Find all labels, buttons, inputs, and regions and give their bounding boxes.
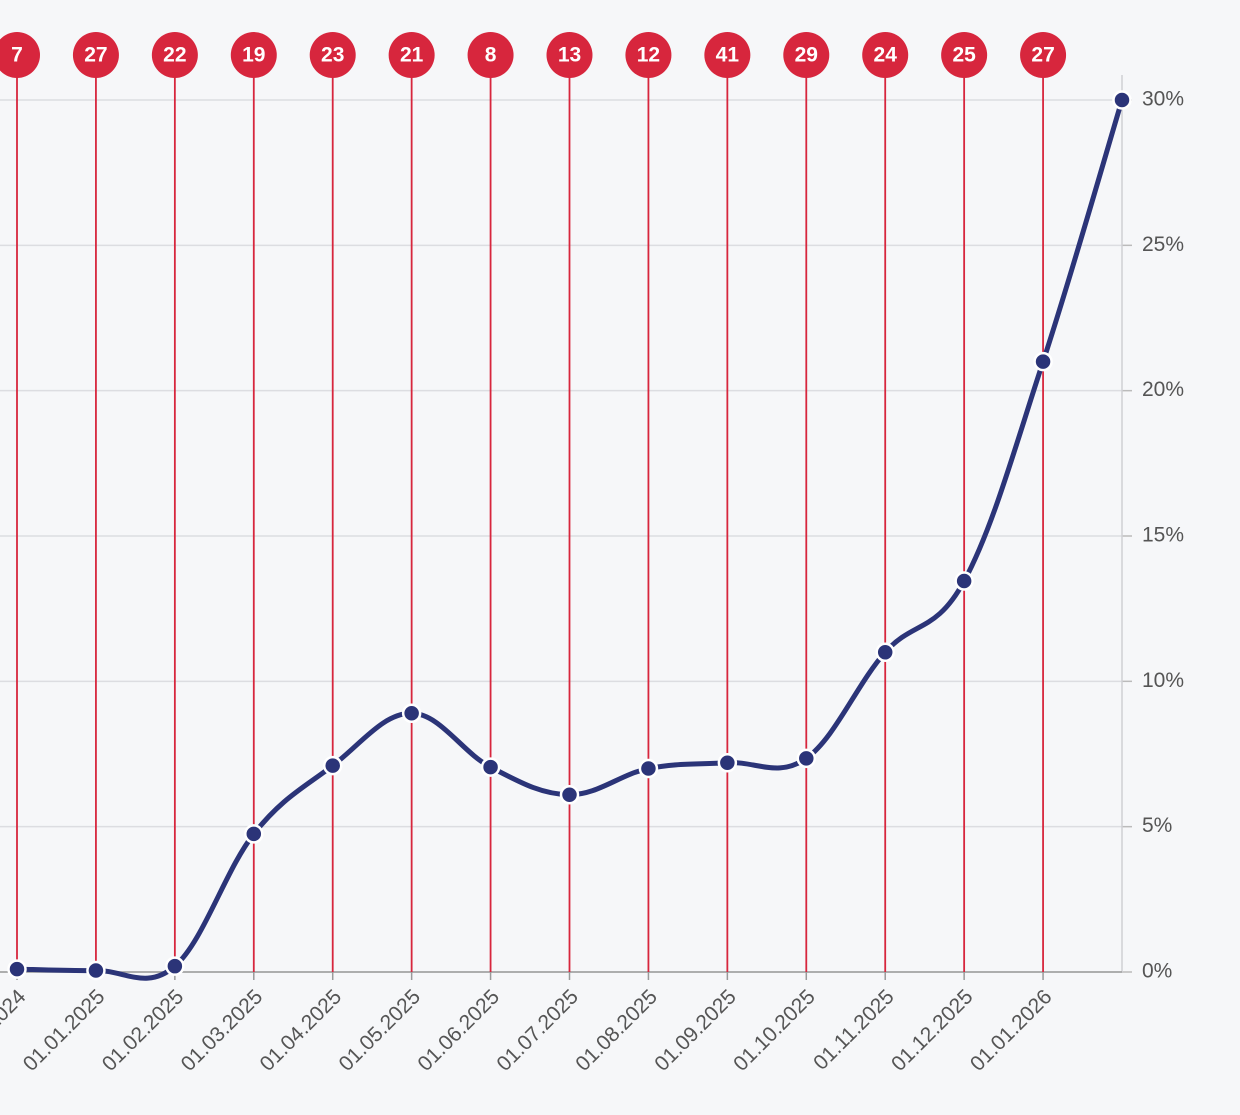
- x-tick-label: 01.06.2025: [413, 985, 504, 1076]
- event-badge: [1020, 32, 1067, 78]
- event-count: 25: [952, 44, 976, 67]
- event-count: 21: [400, 44, 424, 67]
- series-line: [16, 99, 1125, 981]
- event-count: 19: [242, 44, 265, 67]
- event-count: 23: [321, 44, 344, 67]
- x-tick-label: 01.07.2025: [492, 985, 583, 1076]
- event-count: 12: [637, 44, 660, 67]
- event-badge: [783, 32, 830, 78]
- data-point: [244, 824, 264, 844]
- data-point: [875, 642, 895, 663]
- y-tick-label: 10%: [1142, 669, 1184, 692]
- event-badge: [151, 32, 198, 78]
- event-count: 7: [11, 44, 23, 67]
- event-badge: [862, 32, 909, 78]
- event-count: 27: [84, 44, 107, 67]
- event-badge: [625, 32, 672, 78]
- x-tick-label: 01.03.2025: [177, 985, 268, 1076]
- x-tick-label: 01.10.2025: [729, 985, 820, 1076]
- event-count: 41: [716, 44, 740, 67]
- event-badge: [704, 32, 751, 78]
- x-tick-label: 01.01.2025: [19, 985, 110, 1076]
- event-badge: [388, 32, 435, 78]
- y-tick-label: 20%: [1142, 378, 1184, 401]
- data-point: [401, 703, 422, 724]
- data-point: [1033, 351, 1053, 372]
- event-count: 13: [558, 44, 581, 67]
- x-tick-label: 01.11.2025: [809, 985, 898, 1074]
- event-badge: [0, 32, 40, 78]
- x-tick-label: 01.05.2025: [335, 985, 426, 1076]
- x-tick-label: 01.08.2025: [571, 985, 662, 1076]
- y-tick-label: 0%: [1142, 960, 1172, 983]
- data-point: [717, 752, 738, 773]
- y-tick-label: 25%: [1142, 233, 1184, 256]
- data-point: [480, 757, 501, 777]
- x-tick-label: 01.04.2025: [256, 985, 347, 1076]
- data-point: [86, 960, 106, 981]
- event-badge: [309, 32, 356, 78]
- event-count: 22: [163, 44, 186, 67]
- x-tick-label: 01.09.2025: [650, 985, 741, 1076]
- event-count: 27: [1031, 44, 1054, 67]
- event-badge: [941, 32, 988, 78]
- data-point: [7, 959, 27, 979]
- x-tick-label: 01.02.2025: [98, 985, 189, 1076]
- x-tick-label: 01.12.2025: [887, 985, 978, 1076]
- y-tick-label: 5%: [1142, 814, 1172, 837]
- data-point: [165, 956, 185, 976]
- event-badge: [230, 32, 277, 78]
- event-badge: [467, 32, 514, 78]
- x-tick-label: 01.01.2026: [966, 985, 1057, 1076]
- data-point: [638, 758, 659, 779]
- event-badge: [72, 32, 119, 78]
- y-tick-label: 30%: [1142, 88, 1184, 111]
- data-point: [1112, 90, 1132, 110]
- y-tick-label: 15%: [1142, 524, 1184, 547]
- event-count: 29: [795, 44, 818, 67]
- event-count: 8: [485, 44, 497, 67]
- data-point: [796, 748, 817, 769]
- data-point: [954, 571, 974, 591]
- event-count: 24: [874, 44, 898, 67]
- data-point: [559, 784, 580, 805]
- data-point: [322, 755, 343, 776]
- event-badge: [546, 32, 593, 78]
